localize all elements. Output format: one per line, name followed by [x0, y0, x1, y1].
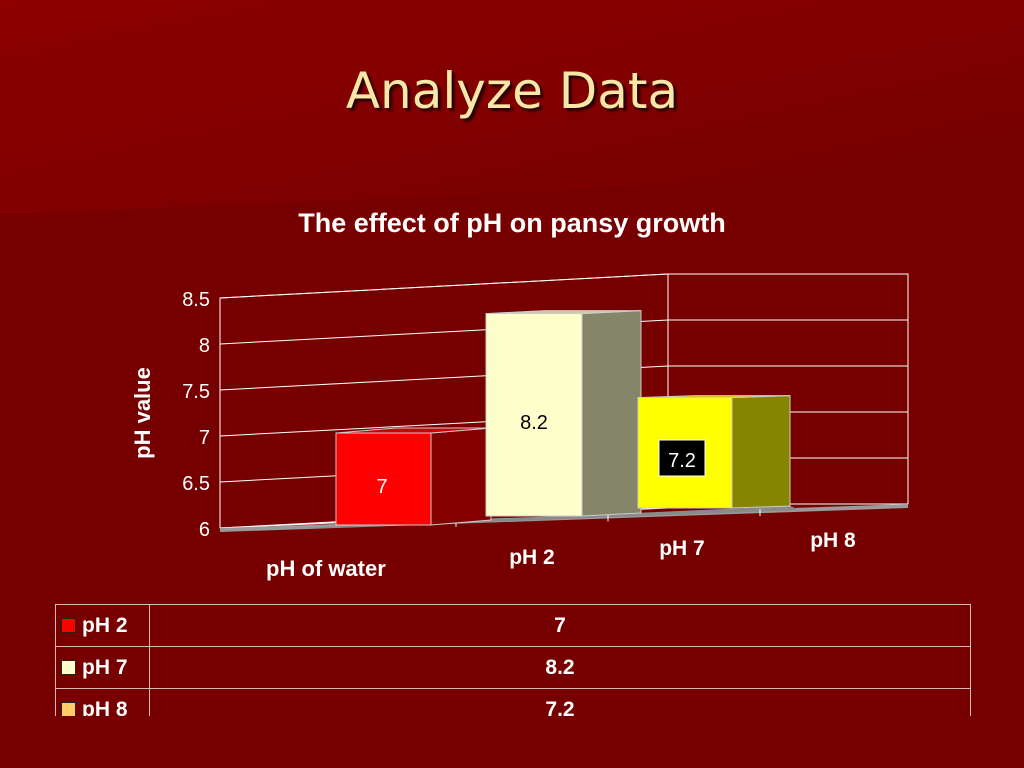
x-category-label: pH 7: [659, 537, 705, 560]
bar-2: [485, 313, 583, 517]
data-label-box: [658, 439, 706, 477]
data-label: 7.2: [668, 450, 696, 472]
y-tick-label: 8: [199, 335, 210, 357]
table-row-label: pH 2: [55, 604, 150, 647]
data-label: 8.2: [520, 412, 548, 434]
bar-1: [335, 432, 432, 526]
table-row-label: pH 7: [55, 646, 150, 689]
y-tick-label: 7.5: [182, 381, 210, 403]
slide-title: Analyze Data: [345, 62, 679, 120]
y-tick-label: 8.5: [182, 289, 210, 311]
bar-side-1: [430, 427, 492, 526]
legend-swatch-icon: [61, 659, 76, 675]
table-cell-value: 7.2: [149, 688, 971, 716]
table-cell-value: 7: [149, 604, 971, 647]
data-table: pH 2 7 pH 7 8.2 pH 8 7.2: [55, 604, 971, 716]
y-tick-label: 6.5: [182, 473, 210, 495]
series-name: pH 7: [82, 655, 128, 679]
data-label: 7: [376, 476, 387, 498]
gridline-left: [219, 273, 669, 299]
table-cell-value: 8.2: [149, 646, 971, 689]
bar-side-2: [581, 310, 642, 517]
series-name: pH 2: [82, 613, 128, 637]
table-row: pH 8 7.2: [55, 688, 971, 717]
chart-title: The effect of pH on pansy growth: [298, 208, 726, 238]
bar-chart: 6 6.5 7 7.5 8 8.5 pH 2 pH 7 pH 8 7 8.2 7.2: [182, 273, 909, 569]
legend-swatch-icon: [61, 701, 76, 716]
y-axis-label: pH value: [130, 367, 155, 459]
table-row: pH 2 7: [55, 604, 971, 647]
y-tick-label: 6: [199, 519, 210, 541]
bar-side-3: [731, 395, 791, 509]
legend-swatch-icon: [61, 617, 76, 633]
series-name: pH 8: [82, 697, 128, 717]
data-table-container: pH 2 7 pH 7 8.2 pH 8 7.2: [55, 604, 972, 716]
x-axis-label: pH of water: [266, 556, 386, 581]
table-row: pH 7 8.2: [55, 646, 971, 689]
x-category-label: pH 2: [509, 546, 555, 569]
y-tick-label: 7: [199, 427, 210, 449]
table-row-label: pH 8: [55, 688, 150, 717]
x-category-label: pH 8: [810, 529, 856, 552]
